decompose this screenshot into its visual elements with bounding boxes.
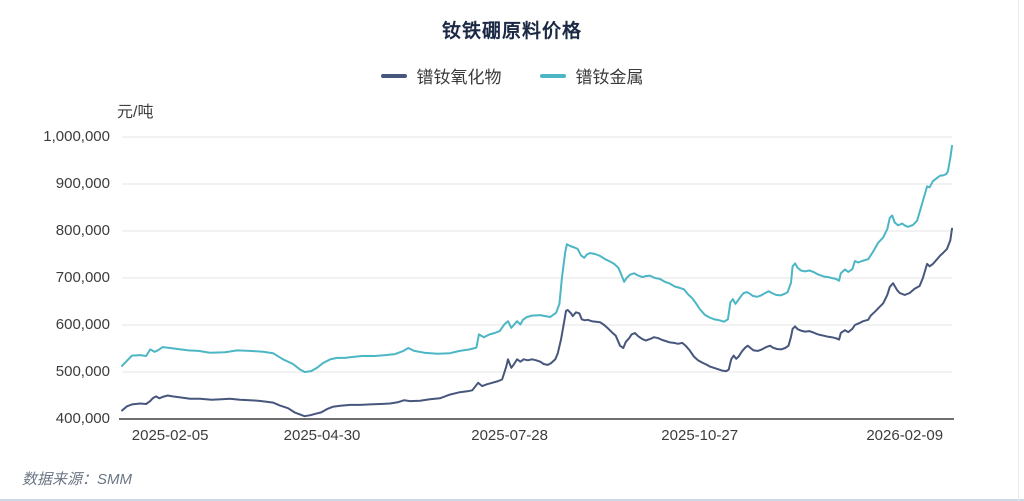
metal-line-swatch [539,73,566,78]
y-tick-label: 500,000 [55,363,110,380]
x-tick-label: 2026-02-09 [866,427,944,444]
x-tick-label: 2025-10-27 [661,427,739,444]
chart-legend: 镨钕氧化物 镨钕金属 [0,63,1024,88]
oxide-line-swatch [380,73,407,78]
x-tick-label: 2025-04-30 [283,427,361,444]
oxide-series-line [121,227,953,418]
y-axis-unit-label: 元/吨 [117,104,154,121]
y-tick-label: 600,000 [55,316,110,333]
legend-label-oxide: 镨钕氧化物 [416,68,502,87]
x-tick-label: 2025-02-05 [131,427,209,444]
y-tick-label: 400,000 [55,410,110,427]
chart-title: 钕铁硼原料价格 [441,21,582,42]
metal-series-line [121,144,953,373]
y-tick-label: 900,000 [55,175,110,192]
legend-item-metal[interactable]: 镨钕金属 [539,63,644,88]
y-tick-label: 700,000 [55,269,110,286]
x-tick-label: 2025-07-28 [471,427,548,444]
right-edge-line [1018,0,1019,501]
y-tick-label: 1,000,000 [43,128,110,145]
legend-item-oxide[interactable]: 镨钕氧化物 [380,63,502,88]
data-source-note: 数据来源：SMM [22,471,132,488]
legend-label-metal: 镨钕金属 [575,68,644,87]
y-tick-label: 800,000 [55,222,110,239]
bottom-divider [0,499,1024,501]
